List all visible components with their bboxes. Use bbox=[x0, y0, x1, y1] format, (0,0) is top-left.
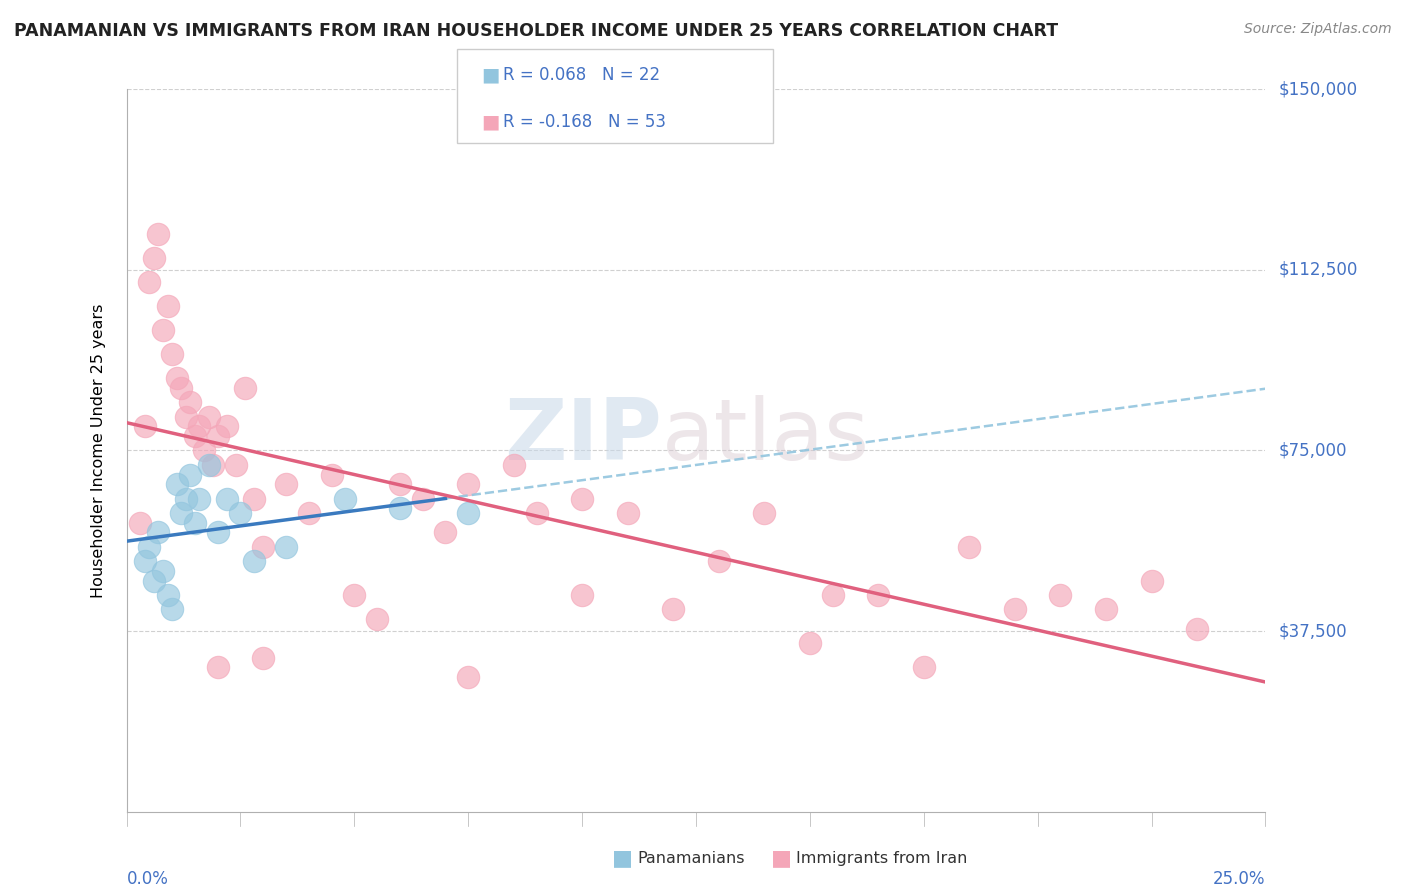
Text: $75,000: $75,000 bbox=[1279, 442, 1347, 459]
Point bbox=[457, 477, 479, 491]
Point bbox=[184, 516, 207, 530]
Point bbox=[343, 588, 366, 602]
Point bbox=[434, 525, 457, 540]
Text: ■: ■ bbox=[481, 65, 499, 85]
Point bbox=[166, 477, 188, 491]
Point bbox=[229, 506, 252, 520]
Point bbox=[388, 477, 411, 491]
Point bbox=[152, 564, 174, 578]
Point bbox=[215, 491, 238, 506]
Point bbox=[225, 458, 247, 472]
Text: 25.0%: 25.0% bbox=[1213, 870, 1265, 888]
Point bbox=[1095, 602, 1118, 616]
Point bbox=[156, 588, 179, 602]
Point bbox=[184, 429, 207, 443]
Point bbox=[170, 506, 193, 520]
Point bbox=[207, 429, 229, 443]
Point bbox=[274, 540, 297, 554]
Text: R = -0.168   N = 53: R = -0.168 N = 53 bbox=[503, 113, 666, 131]
Point bbox=[1004, 602, 1026, 616]
Point bbox=[252, 650, 274, 665]
Point bbox=[148, 525, 170, 540]
Text: $150,000: $150,000 bbox=[1279, 80, 1358, 98]
Point bbox=[188, 491, 211, 506]
Text: PANAMANIAN VS IMMIGRANTS FROM IRAN HOUSEHOLDER INCOME UNDER 25 YEARS CORRELATION: PANAMANIAN VS IMMIGRANTS FROM IRAN HOUSE… bbox=[14, 22, 1059, 40]
Point bbox=[170, 381, 193, 395]
Text: R = 0.068   N = 22: R = 0.068 N = 22 bbox=[503, 66, 661, 84]
Point bbox=[148, 227, 170, 241]
Point bbox=[298, 506, 321, 520]
Point bbox=[138, 275, 160, 289]
Point bbox=[202, 458, 225, 472]
Point bbox=[233, 381, 256, 395]
Text: ZIP: ZIP bbox=[505, 394, 662, 477]
Point bbox=[616, 506, 638, 520]
Point bbox=[526, 506, 548, 520]
Point bbox=[152, 323, 174, 337]
Point bbox=[243, 554, 266, 568]
Point bbox=[957, 540, 980, 554]
Text: Immigrants from Iran: Immigrants from Iran bbox=[796, 851, 967, 865]
Text: ■: ■ bbox=[481, 112, 499, 132]
Point bbox=[166, 371, 188, 385]
Text: atlas: atlas bbox=[662, 394, 870, 477]
Point bbox=[1140, 574, 1163, 588]
Point bbox=[662, 602, 685, 616]
Point bbox=[142, 251, 165, 265]
Text: Panamanians: Panamanians bbox=[637, 851, 744, 865]
Point bbox=[707, 554, 730, 568]
Point bbox=[457, 506, 479, 520]
Point bbox=[1049, 588, 1071, 602]
Point bbox=[274, 477, 297, 491]
Y-axis label: Householder Income Under 25 years: Householder Income Under 25 years bbox=[91, 303, 105, 598]
Point bbox=[134, 554, 156, 568]
Point bbox=[388, 501, 411, 516]
Point bbox=[457, 670, 479, 684]
Point bbox=[335, 491, 357, 506]
Point bbox=[174, 409, 197, 424]
Point bbox=[193, 443, 215, 458]
Point bbox=[243, 491, 266, 506]
Point bbox=[142, 574, 165, 588]
Point bbox=[868, 588, 890, 602]
Point bbox=[366, 612, 388, 626]
Point bbox=[160, 602, 183, 616]
Text: $37,500: $37,500 bbox=[1279, 622, 1348, 640]
Point bbox=[156, 299, 179, 313]
Point bbox=[197, 409, 219, 424]
Point bbox=[821, 588, 844, 602]
Point bbox=[215, 419, 238, 434]
Point bbox=[134, 419, 156, 434]
Text: Source: ZipAtlas.com: Source: ZipAtlas.com bbox=[1244, 22, 1392, 37]
Point bbox=[502, 458, 524, 472]
Point bbox=[571, 588, 593, 602]
Point bbox=[197, 458, 219, 472]
Point bbox=[179, 467, 201, 482]
Text: ■: ■ bbox=[612, 848, 633, 868]
Point bbox=[207, 660, 229, 674]
Text: 0.0%: 0.0% bbox=[127, 870, 169, 888]
Point bbox=[138, 540, 160, 554]
Text: ■: ■ bbox=[770, 848, 792, 868]
Point bbox=[160, 347, 183, 361]
Point bbox=[754, 506, 776, 520]
Point bbox=[174, 491, 197, 506]
Point bbox=[799, 636, 821, 650]
Point bbox=[252, 540, 274, 554]
Point bbox=[412, 491, 434, 506]
Point bbox=[207, 525, 229, 540]
Point bbox=[179, 395, 201, 409]
Point bbox=[129, 516, 152, 530]
Point bbox=[571, 491, 593, 506]
Point bbox=[912, 660, 935, 674]
Point bbox=[321, 467, 343, 482]
Point bbox=[1185, 622, 1208, 636]
Text: $112,500: $112,500 bbox=[1279, 260, 1358, 279]
Point bbox=[188, 419, 211, 434]
